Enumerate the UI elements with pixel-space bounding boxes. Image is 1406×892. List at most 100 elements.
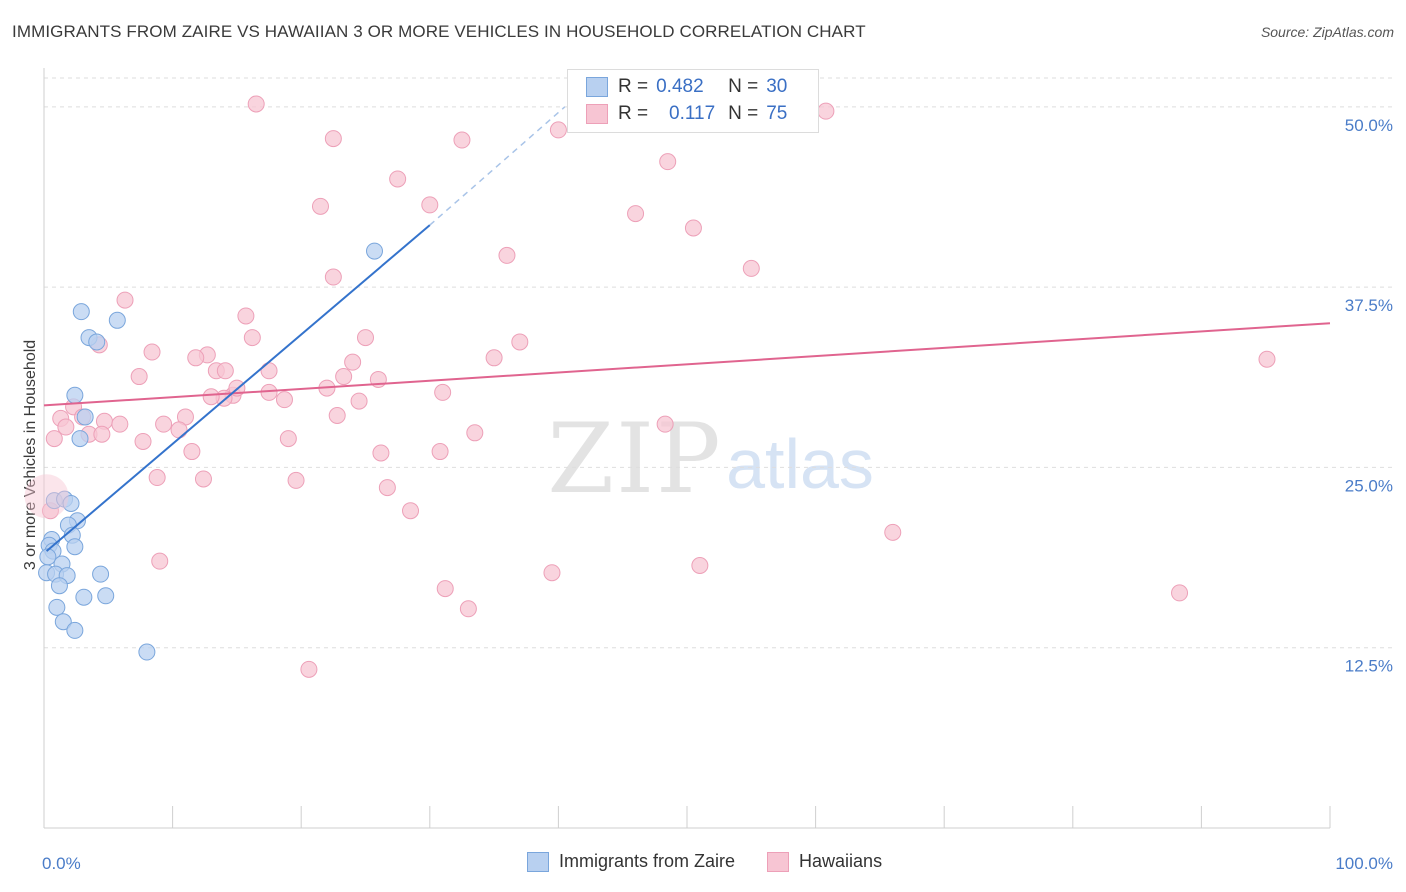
hawaiian-point [170, 421, 188, 439]
hawaiian-point [260, 362, 278, 380]
hawaiian-point [350, 392, 368, 410]
hawaiian-point [243, 329, 261, 347]
zaire-point [54, 613, 72, 631]
hawaiian-point [431, 443, 449, 461]
hawaiian-point [187, 349, 205, 367]
series-legend: Immigrants from Zaire Hawaiians [527, 851, 882, 872]
hawaiian-point [817, 102, 835, 120]
hawaiian-point [111, 415, 129, 433]
zaire-trendline-extension [429, 106, 566, 226]
hawaiian-point [659, 153, 677, 171]
hawaiian-point [453, 131, 471, 149]
legend-label-hawaiians: Hawaiians [799, 851, 883, 871]
zaire-point [138, 643, 156, 661]
hawaiian-point [324, 268, 342, 286]
hawaiian-point [498, 246, 516, 264]
zaire-point [76, 408, 94, 426]
hawaiian-point [691, 557, 709, 574]
x-tick-label: 100.0% [1335, 854, 1393, 873]
hawaiian-point [148, 469, 166, 487]
legend-r-value: 0.117 [669, 103, 716, 124]
hawaiian-cluster [24, 474, 69, 519]
hawaiian-point [57, 418, 75, 436]
zaire-point [366, 242, 384, 260]
hawaiian-point [300, 660, 318, 678]
hawaiian-point [884, 523, 902, 541]
legend-swatch-zaire [527, 851, 549, 872]
hawaiian-point [378, 479, 396, 497]
hawaiian-point [93, 425, 111, 443]
hawaiian-point [155, 415, 173, 433]
zaire-point [66, 386, 84, 404]
hawaiian-point [1258, 350, 1276, 368]
legend-row-pink: R = 0.117 N = 75 [586, 102, 787, 126]
zaire-point [50, 577, 68, 595]
hawaiian-trendline [43, 322, 1331, 407]
hawaiian-point [328, 407, 346, 424]
hawaiian-point [216, 362, 234, 380]
legend-swatch-hawaiians [767, 851, 790, 872]
hawaiian-point [151, 552, 169, 570]
zaire-point [72, 303, 90, 321]
y-tick-label: 50.0% [1345, 116, 1393, 135]
y-tick-label: 25.0% [1345, 476, 1393, 495]
hawaiian-point [1171, 584, 1189, 602]
legend-r-value: 0.482 [656, 76, 704, 97]
legend-row-blue: R = 0.482 N = 30 [586, 75, 787, 99]
zaire-point [71, 430, 89, 448]
hawaiian-point [485, 349, 503, 367]
y-tick-label: 12.5% [1345, 657, 1393, 676]
hawaiian-point [459, 600, 477, 618]
source-label: Source: ZipAtlas.com [1260, 24, 1394, 40]
legend-swatch-pink [586, 104, 608, 124]
hawaiian-point [247, 95, 265, 113]
hawaiian-point [116, 291, 134, 309]
hawaiian-point [287, 471, 305, 489]
chart-title: IMMIGRANTS FROM ZAIRE VS HAWAIIAN 3 OR M… [12, 22, 866, 41]
zaire-point [108, 311, 126, 329]
x-tick-label: 0.0% [42, 854, 81, 873]
hawaiian-point [372, 444, 390, 462]
hawaiian-point [237, 307, 255, 325]
legend-r-label: R = [618, 76, 649, 97]
hawaiian-point [324, 130, 342, 148]
watermark-atlas: atlas [726, 425, 874, 503]
hawaiian-point [130, 368, 148, 386]
correlation-legend: R = 0.482 N = 30 R = 0.117 N = 75 [567, 69, 819, 133]
legend-n-value: 75 [766, 103, 788, 124]
y-axis-label: 3 or more Vehicles in Household [22, 340, 39, 570]
hawaiian-point [742, 259, 760, 277]
hawaiian-point [434, 383, 452, 401]
hawaiian-point [436, 580, 454, 598]
legend-label-zaire: Immigrants from Zaire [559, 851, 736, 871]
hawaiian-point [511, 333, 529, 351]
hawaiian-point [143, 343, 161, 361]
zaire-trendline [45, 224, 431, 552]
watermark-zip: ZIP [547, 403, 722, 515]
legend-n-label: N = [728, 103, 759, 124]
legend-n-label: N = [728, 76, 759, 97]
hawaiian-point [202, 388, 220, 406]
hawaiian-point [656, 415, 674, 433]
hawaiian-point [260, 383, 278, 401]
hawaiian-point [344, 353, 362, 371]
zaire-point [66, 538, 84, 556]
hawaiian-point [389, 170, 407, 188]
hawaiian-point [279, 430, 297, 448]
hawaiian-point [45, 430, 63, 448]
zaire-point [66, 621, 84, 639]
legend-n-value: 30 [766, 76, 788, 97]
zaire-point [92, 565, 110, 583]
hawaiian-point [194, 470, 212, 488]
legend-swatch-blue [586, 77, 608, 97]
hawaiian-point [627, 205, 645, 223]
hawaiian-point [357, 329, 374, 347]
zaire-point [75, 588, 93, 606]
hawaiian-point [466, 424, 484, 442]
hawaiian-point [684, 219, 702, 237]
hawaiian-point [335, 368, 353, 386]
hawaiian-point [134, 432, 152, 450]
hawaiian-point [543, 564, 561, 582]
hawaiian-point [311, 197, 329, 215]
